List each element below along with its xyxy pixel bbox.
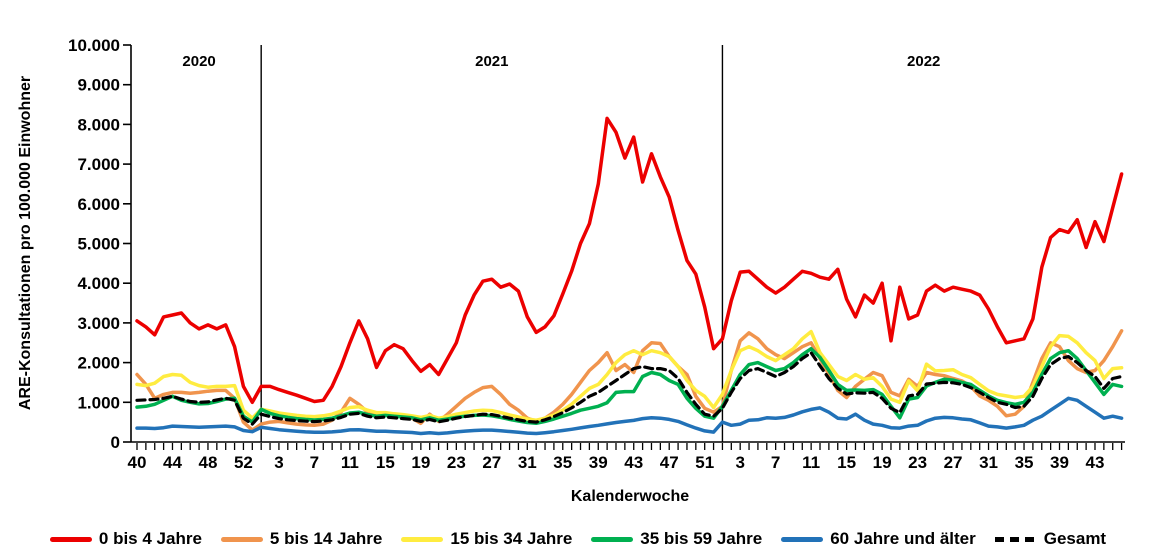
x-tick-label: 11 xyxy=(341,453,359,472)
legend-item-0-bis-4-jahre: 0 bis 4 Jahre xyxy=(49,529,202,549)
y-tick-label: 7.000 xyxy=(77,155,120,174)
x-tick-label: 19 xyxy=(411,453,430,472)
legend-item-5-bis-14-jahre: 5 bis 14 Jahre xyxy=(220,529,383,549)
y-axis-title: ARE-Konsultationen pro 100.000 Einwohner xyxy=(17,75,34,411)
legend-item-60-jahre-und-lter: 60 Jahre und älter xyxy=(781,529,976,549)
y-tick-label: 0 xyxy=(111,433,120,452)
x-tick-label: 47 xyxy=(660,453,679,472)
x-tick-label: 52 xyxy=(234,453,253,472)
legend-swatch-60-jahre-und-lter xyxy=(781,536,824,542)
year-label-2021: 2021 xyxy=(475,53,508,70)
x-tick-label: 44 xyxy=(163,453,182,472)
x-tick-label: 31 xyxy=(518,453,537,472)
x-tick-label: 48 xyxy=(199,453,218,472)
x-tick-label: 3 xyxy=(735,453,744,472)
legend-swatch-0-bis-4-jahre xyxy=(49,536,92,542)
legend-swatch-5-bis-14-jahre xyxy=(220,536,263,542)
series-line-0-bis-4-jahre xyxy=(135,116,1124,405)
x-tick-label: 19 xyxy=(873,453,892,472)
legend-item-35-bis-59-jahre: 35 bis 59 Jahre xyxy=(591,529,762,549)
x-tick-label: 43 xyxy=(1086,453,1105,472)
legend-label-0-bis-4-jahre: 0 bis 4 Jahre xyxy=(98,529,202,548)
x-tick-label: 15 xyxy=(837,453,856,472)
legend-swatch-35-bis-59-jahre xyxy=(591,536,634,542)
year-label-2022: 2022 xyxy=(907,53,940,70)
x-tick-label: 15 xyxy=(376,453,395,472)
legend: 0 bis 4 Jahre 5 bis 14 Jahre 15 bis 34 Jah… xyxy=(0,529,1156,549)
x-tick-label: 23 xyxy=(908,453,927,472)
y-tick-label: 10.000 xyxy=(68,36,120,55)
x-tick-label: 51 xyxy=(695,453,714,472)
x-tick-label: 39 xyxy=(1050,453,1069,472)
series-line-gesamt xyxy=(135,351,1124,426)
legend-item-gesamt: Gesamt xyxy=(994,529,1107,549)
y-tick-label: 8.000 xyxy=(77,115,120,134)
x-tick-label: 23 xyxy=(447,453,466,472)
legend-label-15-bis-34-jahre: 15 bis 34 Jahre xyxy=(450,529,573,548)
x-tick-label: 40 xyxy=(128,453,147,472)
legend-item-15-bis-34-jahre: 15 bis 34 Jahre xyxy=(401,529,572,549)
x-tick-label: 7 xyxy=(771,453,780,472)
x-tick-label: 27 xyxy=(944,453,963,472)
y-tick-label: 5.000 xyxy=(77,235,120,254)
legend-swatch-gesamt xyxy=(994,536,1037,542)
x-tick-label: 43 xyxy=(624,453,643,472)
y-tick-label: 4.000 xyxy=(77,274,120,293)
x-tick-label: 39 xyxy=(589,453,608,472)
x-tick-label: 27 xyxy=(482,453,501,472)
legend-label-5-bis-14-jahre: 5 bis 14 Jahre xyxy=(269,529,383,548)
legend-swatch-15-bis-34-jahre xyxy=(401,536,444,542)
series-line-15-bis-34-jahre xyxy=(135,329,1124,422)
x-axis-title: Kalenderwoche xyxy=(570,488,690,505)
x-tick-label: 31 xyxy=(979,453,998,472)
y-tick-label: 9.000 xyxy=(77,76,120,95)
y-tick-label: 6.000 xyxy=(77,195,120,214)
legend-label-60-jahre-und-lter: 60 Jahre und älter xyxy=(830,529,976,548)
series-line-60-jahre-und-lter xyxy=(135,396,1124,436)
x-tick-label: 11 xyxy=(802,453,820,472)
y-tick-label: 3.000 xyxy=(77,314,120,333)
y-tick-label: 2.000 xyxy=(77,354,120,373)
series-line-35-bis-59-jahre xyxy=(135,346,1124,426)
legend-label-35-bis-59-jahre: 35 bis 59 Jahre xyxy=(640,529,763,548)
legend-label-gesamt: Gesamt xyxy=(1043,529,1107,548)
year-label-2020: 2020 xyxy=(182,53,215,70)
x-tick-label: 7 xyxy=(310,453,319,472)
y-tick-label: 1.000 xyxy=(77,393,120,412)
x-tick-label: 3 xyxy=(274,453,283,472)
x-tick-label: 35 xyxy=(1015,453,1034,472)
x-tick-label: 35 xyxy=(553,453,572,472)
